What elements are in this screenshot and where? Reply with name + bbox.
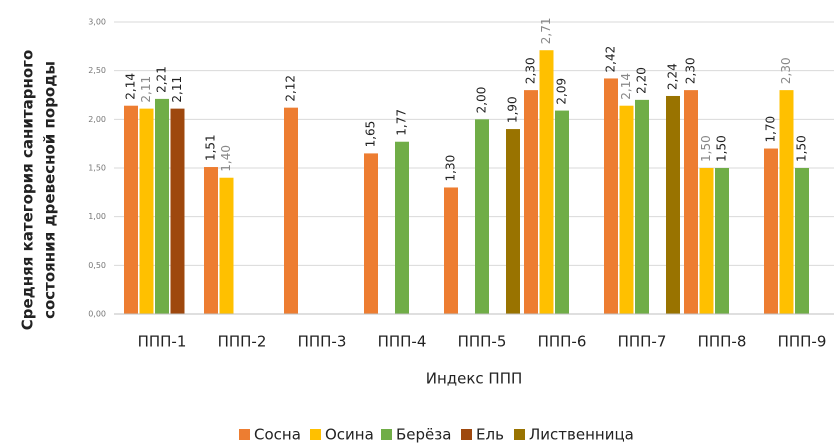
legend-swatch [310,429,321,440]
x-tick-label: ППП-8 [698,333,747,351]
value-label: 1,65 [364,121,378,148]
legend-label: Ель [476,426,504,444]
x-tick-label: ППП-5 [458,333,507,351]
bar [666,95,680,315]
bar [170,108,185,314]
bar [604,78,618,314]
value-label: 2,14 [619,73,633,100]
bar [619,105,634,314]
value-label: 2,30 [684,57,698,84]
bar [699,168,714,314]
bar [475,119,489,314]
legend-label: Берёза [396,426,451,444]
value-label: 1,50 [715,135,729,162]
legend-swatch [461,429,472,440]
value-label: 2,20 [635,67,649,94]
bar [779,90,794,314]
value-label: 2,11 [139,76,153,103]
value-label: 2,14 [124,73,138,100]
bar [635,99,649,314]
value-label: 1,70 [764,116,778,143]
value-label: 2,30 [524,57,538,84]
bar [764,148,778,314]
value-label: 2,42 [604,46,618,73]
y-tick-label: 2,50 [88,66,106,75]
bar [219,177,234,314]
legend-label: Осина [325,426,374,444]
value-label: 2,09 [555,78,569,105]
value-label: 2,11 [170,76,184,103]
bar [506,129,520,314]
x-tick-label: ППП-9 [778,333,827,351]
x-tick-label: ППП-2 [218,333,267,351]
x-tick-label: ППП-4 [378,333,427,351]
value-label: 2,12 [284,75,298,102]
y-axis-title: Средняя категория санитарного [19,50,37,331]
x-tick-label: ППП-7 [618,333,667,351]
value-label: 1,50 [795,135,809,162]
value-label: 2,00 [475,87,489,114]
bar [139,108,154,314]
y-tick-label: 1,50 [88,164,106,173]
legend-swatch [239,429,250,440]
value-label: 2,30 [779,57,793,84]
bar [444,187,458,314]
legend-label: Сосна [254,426,301,444]
bar [539,50,554,315]
value-label: 2,71 [539,18,553,45]
value-label: 1,30 [444,155,458,182]
bar [524,90,538,314]
legend-swatch [381,429,392,440]
y-tick-label: 2,00 [88,115,106,124]
y-tick-label: 0,50 [88,261,106,270]
value-label: 1,51 [204,134,218,161]
bar [204,167,218,314]
x-axis-title: Индекс ППП [426,370,523,388]
bar [284,107,298,314]
value-label: 2,21 [155,66,169,93]
value-label: 1,40 [219,145,233,172]
bar [364,153,378,314]
y-tick-label: 1,00 [88,212,106,221]
bar [684,90,698,314]
bar [395,141,409,314]
x-tick-label: ППП-1 [138,333,187,351]
value-label: 2,24 [666,63,680,90]
y-tick-label: 3,00 [88,18,106,27]
value-label: 1,77 [395,109,409,136]
x-tick-label: ППП-3 [298,333,347,351]
legend-swatch [514,429,525,440]
value-label: 1,50 [699,135,713,162]
y-tick-label: 0,00 [88,310,106,319]
legend-label: Лиственница [529,426,634,444]
bar [124,105,138,314]
bar [555,110,569,314]
bar [155,98,169,314]
value-label: 1,90 [506,96,520,123]
bar [715,168,729,314]
x-tick-label: ППП-6 [538,333,587,351]
y-axis-title: состояния древесной породы [41,61,59,319]
bar [795,168,809,314]
